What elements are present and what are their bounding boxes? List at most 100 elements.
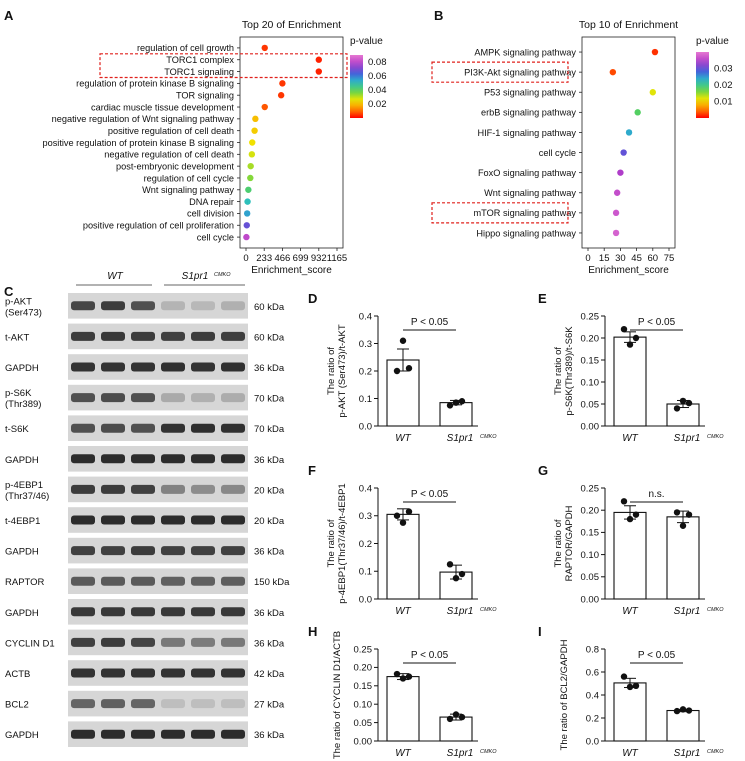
blot-band: [161, 454, 185, 464]
x-tick-label: 30: [615, 253, 626, 264]
blot-membrane: [68, 568, 248, 594]
blot-band: [131, 699, 155, 709]
blot-band: [131, 301, 155, 311]
data-point: [620, 326, 628, 333]
blot-band: [71, 393, 95, 403]
blot-band: [131, 331, 155, 341]
data-point: [249, 139, 256, 146]
blot-label: GAPDH: [5, 730, 39, 741]
x-tick-label-sup: CMKO: [707, 434, 724, 440]
y-tick-label: 0.1: [359, 567, 372, 578]
blot-band: [191, 576, 215, 586]
bar: [386, 676, 420, 742]
blot-row: ACTB 42 kDa: [5, 660, 285, 686]
blot-row: p-AKT(Ser473) 60 kDa: [5, 293, 285, 319]
blot-band: [101, 699, 125, 709]
blot-band: [191, 607, 215, 617]
data-point: [458, 398, 466, 405]
y-tick-label: 0.2: [586, 713, 599, 724]
blot-band: [101, 454, 125, 464]
blot-kda: 27 kDa: [254, 700, 285, 711]
x-tick-label: WT: [622, 433, 638, 444]
panel-label: E: [538, 291, 547, 306]
category-label: regulation of protein kinase B signaling: [76, 79, 234, 89]
panel-label: D: [308, 291, 317, 306]
blot-band: [191, 331, 215, 341]
data-point: [649, 89, 656, 96]
blot-membrane: [68, 446, 248, 472]
blot-band: [71, 515, 95, 525]
panel-B: B Top 10 of Enrichment 0 15 30 45 60 75Enrichme…: [431, 8, 733, 276]
y-tick-label: 0.15: [581, 355, 600, 366]
data-point: [247, 162, 254, 170]
x-tick-label-sup: CMKO: [480, 749, 497, 755]
blot-band: [161, 576, 185, 586]
blot-band: [131, 423, 155, 433]
blot-row: GAPDH 36 kDa: [5, 446, 285, 472]
color-legend: p-value 0.08 0.06 0.04 0.02: [350, 36, 387, 118]
blot-band: [221, 331, 245, 341]
blot-band: [161, 331, 185, 341]
y-tick-label: 0.05: [581, 572, 600, 583]
category-label: negative regulation of Wnt signaling pat…: [52, 114, 235, 124]
blot-band: [191, 362, 215, 372]
panel-I: I 0.0 0.2 0.4 0.6 0.8 The ratio of BCL2/GAPDH W…: [538, 624, 724, 759]
x-tick-label-sup: CMKO: [480, 607, 497, 613]
x-tick-label: 0: [585, 253, 590, 264]
blot-row: CYCLIN D1 36 kDa: [5, 629, 285, 656]
bar: [613, 682, 647, 742]
blot-band: [161, 729, 185, 739]
blot-band: [101, 331, 125, 341]
blot-band: [71, 729, 95, 739]
blot-band: [101, 668, 125, 678]
blot-band: [191, 637, 215, 647]
blot-kda: 36 kDa: [254, 455, 285, 466]
y-tick-label: 0.00: [354, 736, 373, 747]
data-point: [315, 56, 322, 63]
data-point: [244, 198, 251, 205]
x-tick-label: S1pr1: [447, 606, 474, 617]
blot-band: [101, 546, 125, 556]
panel-H: H 0.00 0.05 0.10 0.15 0.20 0.25 The ratio of CY…: [308, 624, 497, 759]
legend-colorbar: [696, 52, 709, 118]
blot-band: [131, 515, 155, 525]
blot-label: ACTB: [5, 669, 30, 680]
blot-kda: 42 kDa: [254, 669, 285, 680]
blot-kda: 150 kDa: [254, 577, 290, 588]
panel-label: B: [434, 8, 443, 23]
blot-band: [101, 301, 125, 311]
bar: [386, 513, 420, 600]
blot-band: [191, 454, 215, 464]
data-point: [252, 115, 259, 123]
blot-band: [191, 393, 215, 403]
data-point: [251, 127, 258, 134]
y-tick-label: 0.20: [354, 663, 373, 674]
bar: [439, 402, 473, 427]
x-tick-label-sup: CMKO: [707, 749, 724, 755]
blot-band: [131, 637, 155, 647]
bar: [613, 336, 647, 427]
blot-label-sub: (Ser473): [5, 307, 42, 318]
highlight-box: [431, 202, 569, 224]
category-label: Hippo signaling pathway: [476, 228, 576, 238]
legend-tick-label: 0.03: [714, 64, 733, 75]
y-axis-label: The ratio of BCL2/GAPDH: [559, 639, 570, 750]
data-point: [673, 405, 681, 412]
blot-row: t-S6K 70 kDa: [5, 415, 285, 441]
blot-membrane: [68, 599, 248, 625]
legend-tick-label: 0.08: [368, 57, 387, 68]
category-label: DNA repair: [189, 197, 234, 207]
blot-band: [221, 546, 245, 556]
blot-label: GAPDH: [5, 455, 39, 466]
x-tick-label: WT: [622, 748, 638, 759]
data-point: [243, 210, 251, 217]
blot-membrane: [68, 293, 248, 319]
blot-row: p-S6K(Thr389) 70 kDa: [5, 384, 285, 411]
blot-row: BCL2 27 kDa: [5, 690, 285, 717]
blot-membrane: [68, 323, 248, 350]
data-point: [399, 337, 407, 344]
data-point: [625, 129, 633, 136]
blot-band: [161, 423, 185, 433]
blot-band: [71, 301, 95, 311]
blot-band: [71, 454, 95, 464]
